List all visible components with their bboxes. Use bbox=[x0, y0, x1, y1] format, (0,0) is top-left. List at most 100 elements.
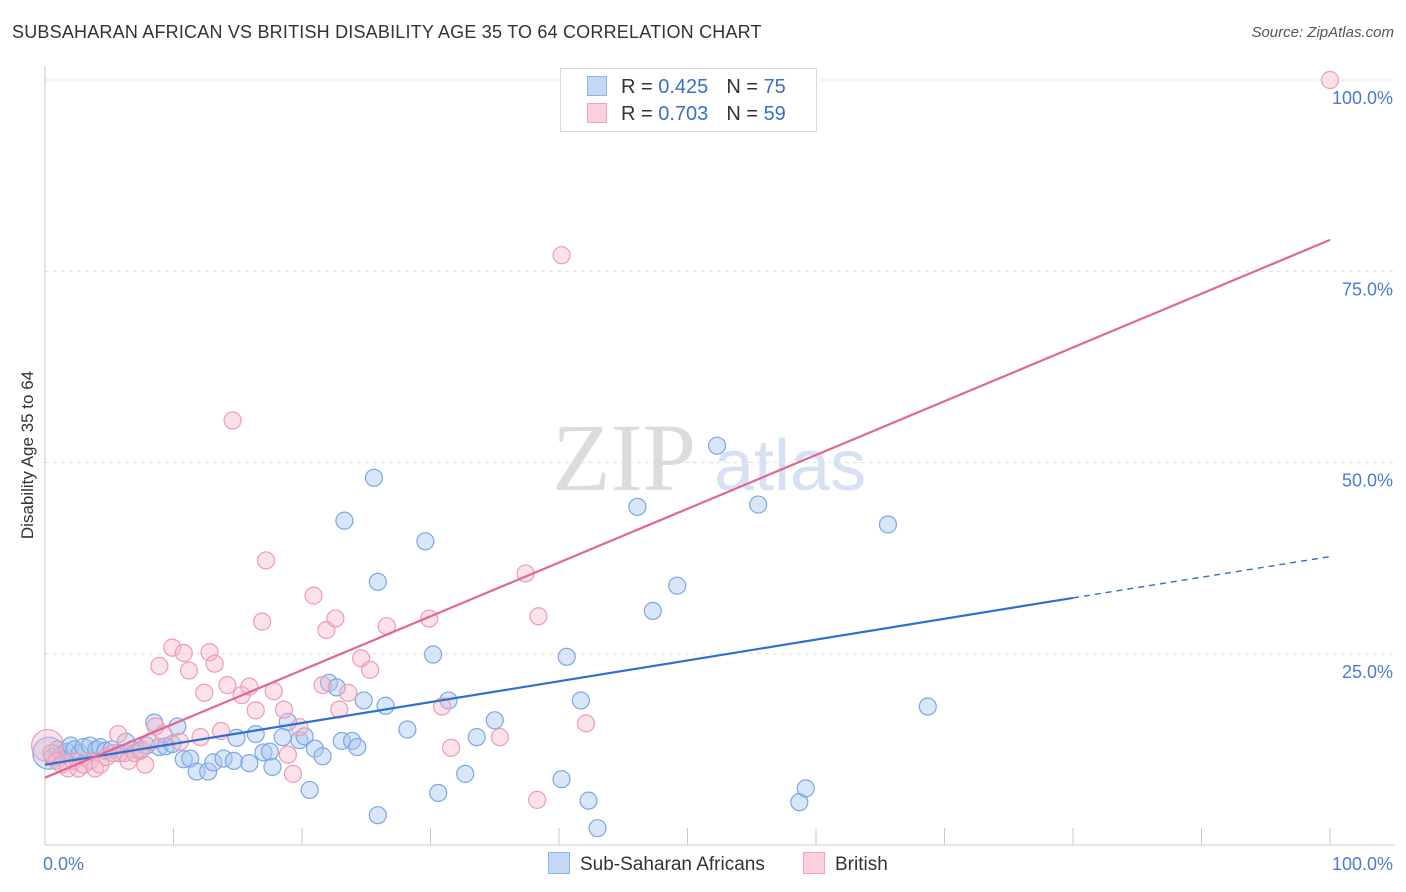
bottom-legend-british: British bbox=[803, 852, 888, 876]
subsaharan-point bbox=[313, 747, 332, 766]
british-point bbox=[330, 700, 349, 719]
subsaharan-point bbox=[348, 737, 367, 757]
subsaharan-point bbox=[628, 497, 647, 516]
legend-swatch-british bbox=[587, 103, 607, 123]
british-point bbox=[326, 609, 345, 628]
subsaharan-point bbox=[332, 731, 351, 751]
y-tick-label: 75.0% bbox=[1342, 279, 1393, 299]
subsaharan-point bbox=[204, 753, 223, 772]
british-point bbox=[339, 683, 358, 702]
subsaharan-point bbox=[254, 743, 273, 762]
legend-r-label: R = bbox=[621, 76, 659, 98]
y-tick-label: 50.0% bbox=[1342, 471, 1393, 491]
subsaharan-point bbox=[423, 645, 443, 664]
y-tick-label: 25.0% bbox=[1342, 662, 1393, 682]
british-point bbox=[1320, 70, 1340, 90]
british-point bbox=[195, 683, 214, 702]
watermark-zip: ZIP bbox=[552, 404, 696, 511]
subsaharan-point bbox=[368, 806, 387, 825]
subsaharan-point bbox=[552, 770, 571, 789]
subsaharan-point bbox=[707, 436, 727, 455]
british-point bbox=[490, 728, 509, 747]
x-tick-label-max: 100.0% bbox=[1332, 854, 1393, 874]
subsaharan-point bbox=[749, 495, 768, 514]
british-point bbox=[552, 246, 571, 265]
british-point bbox=[441, 738, 461, 757]
subsaharan-point bbox=[246, 724, 265, 744]
british-point bbox=[253, 612, 272, 631]
subsaharan-point bbox=[305, 739, 324, 758]
british-point bbox=[246, 701, 265, 720]
subsaharan-point bbox=[643, 601, 662, 621]
british-point bbox=[274, 700, 294, 719]
subsaharan-point bbox=[668, 576, 687, 595]
legend-n-label: N = bbox=[726, 103, 764, 125]
subsaharan-point bbox=[364, 468, 384, 487]
british-point bbox=[283, 764, 303, 783]
subsaharan-point bbox=[335, 511, 354, 530]
subsaharan-point bbox=[240, 754, 259, 773]
british-point bbox=[174, 643, 193, 663]
bottom-legend-label: British bbox=[835, 854, 888, 875]
british-point bbox=[290, 718, 309, 737]
british-point bbox=[218, 676, 237, 695]
british-trend-line bbox=[44, 238, 1331, 779]
subsaharan-point bbox=[456, 764, 475, 783]
watermark: ZIP atlas bbox=[552, 404, 866, 511]
british-point bbox=[109, 724, 128, 744]
subsaharan-point bbox=[918, 697, 937, 716]
subsaharan-point bbox=[224, 751, 243, 770]
data-points bbox=[30, 70, 1340, 838]
gridlines bbox=[45, 79, 1395, 655]
subsaharan-point bbox=[376, 696, 395, 715]
subsaharan-trend-extension bbox=[1072, 555, 1331, 599]
british-point bbox=[200, 643, 219, 662]
legend-r-value: 0.703 bbox=[658, 103, 709, 125]
subsaharan-point bbox=[571, 691, 590, 710]
subsaharan-point bbox=[199, 762, 218, 781]
trend-lines bbox=[44, 238, 1331, 779]
british-point bbox=[361, 660, 380, 679]
subsaharan-trend-line bbox=[44, 596, 1074, 766]
legend-r-value: 0.425 bbox=[658, 76, 709, 98]
subsaharan-point bbox=[429, 783, 448, 803]
subsaharan-point bbox=[174, 750, 193, 769]
british-point bbox=[150, 656, 169, 676]
source-label: Source: ZipAtlas.com bbox=[1251, 24, 1394, 41]
y-axis-label: Disability Age 35 to 64 bbox=[18, 370, 37, 540]
subsaharan-point bbox=[354, 691, 373, 710]
subsaharan-point bbox=[273, 728, 292, 747]
subsaharan-point bbox=[878, 515, 898, 534]
subsaharan-point bbox=[579, 791, 598, 810]
british-point bbox=[304, 586, 323, 605]
subsaharan-point bbox=[796, 779, 815, 798]
axes bbox=[44, 66, 1395, 846]
legend-n-value: 59 bbox=[763, 103, 786, 125]
legend-row-subsaharan: R = 0.425 N = 75 bbox=[587, 76, 786, 100]
subsaharan-point bbox=[295, 727, 314, 746]
subsaharan-point bbox=[300, 780, 319, 800]
subsaharan-point bbox=[467, 728, 486, 747]
british-point bbox=[278, 745, 297, 764]
british-point bbox=[313, 676, 332, 695]
subsaharan-point bbox=[416, 532, 435, 551]
y-tick-label: 100.0% bbox=[1332, 88, 1393, 108]
correlation-legend: R = 0.425 N = 75 R = 0.703 N = 59 bbox=[560, 68, 817, 132]
legend-n-value: 75 bbox=[763, 76, 786, 98]
british-point bbox=[256, 551, 276, 570]
tick-labels: 25.0% 50.0% 75.0% 100.0% 0.0% 100.0% bbox=[43, 88, 1393, 874]
bottom-legend-subsaharan: Sub-Saharan Africans bbox=[548, 852, 765, 876]
chart-title: SUBSAHARAN AFRICAN VS BRITISH DISABILITY… bbox=[12, 22, 762, 42]
british-point bbox=[163, 638, 182, 657]
x-tick-label-min: 0.0% bbox=[43, 854, 84, 874]
legend-n-label: N = bbox=[726, 76, 764, 98]
bottom-legend-swatch-subsaharan bbox=[548, 852, 570, 874]
british-point bbox=[179, 661, 199, 680]
subsaharan-point bbox=[398, 720, 417, 739]
legend-swatch-subsaharan bbox=[587, 76, 607, 96]
legend-row-british: R = 0.703 N = 59 bbox=[587, 103, 786, 127]
british-point bbox=[191, 728, 210, 747]
british-point bbox=[529, 607, 548, 626]
bottom-legend-label: Sub-Saharan Africans bbox=[580, 854, 765, 875]
subsaharan-point bbox=[557, 647, 576, 666]
